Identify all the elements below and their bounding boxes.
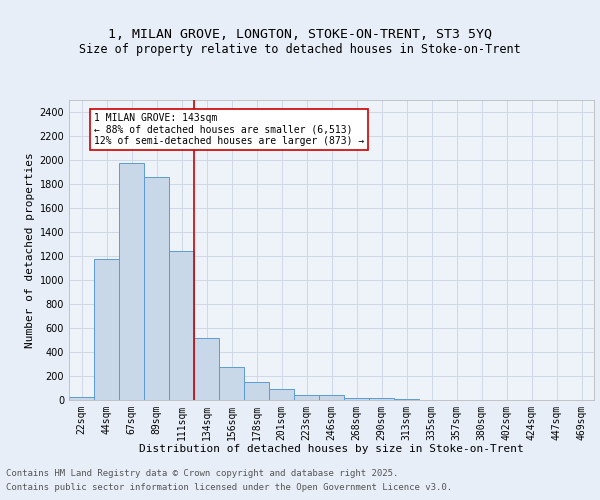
Text: Contains public sector information licensed under the Open Government Licence v3: Contains public sector information licen… — [6, 484, 452, 492]
Bar — [169, 250, 194, 400]
Bar — [94, 259, 119, 400]
Bar — [369, 398, 394, 400]
Bar — [344, 398, 369, 400]
Y-axis label: Number of detached properties: Number of detached properties — [25, 152, 35, 348]
Bar — [269, 389, 294, 400]
Bar — [319, 395, 344, 400]
Bar — [244, 382, 269, 400]
Text: 1, MILAN GROVE, LONGTON, STOKE-ON-TRENT, ST3 5YQ: 1, MILAN GROVE, LONGTON, STOKE-ON-TRENT,… — [108, 28, 492, 40]
Bar — [69, 397, 94, 400]
Bar — [219, 367, 244, 400]
Bar — [144, 177, 169, 400]
Text: 1 MILAN GROVE: 143sqm
← 88% of detached houses are smaller (6,513)
12% of semi-d: 1 MILAN GROVE: 143sqm ← 88% of detached … — [94, 113, 364, 146]
Bar — [194, 338, 219, 400]
Bar — [119, 163, 144, 400]
Text: Contains HM Land Registry data © Crown copyright and database right 2025.: Contains HM Land Registry data © Crown c… — [6, 468, 398, 477]
X-axis label: Distribution of detached houses by size in Stoke-on-Trent: Distribution of detached houses by size … — [139, 444, 524, 454]
Text: Size of property relative to detached houses in Stoke-on-Trent: Size of property relative to detached ho… — [79, 42, 521, 56]
Bar — [294, 394, 319, 400]
